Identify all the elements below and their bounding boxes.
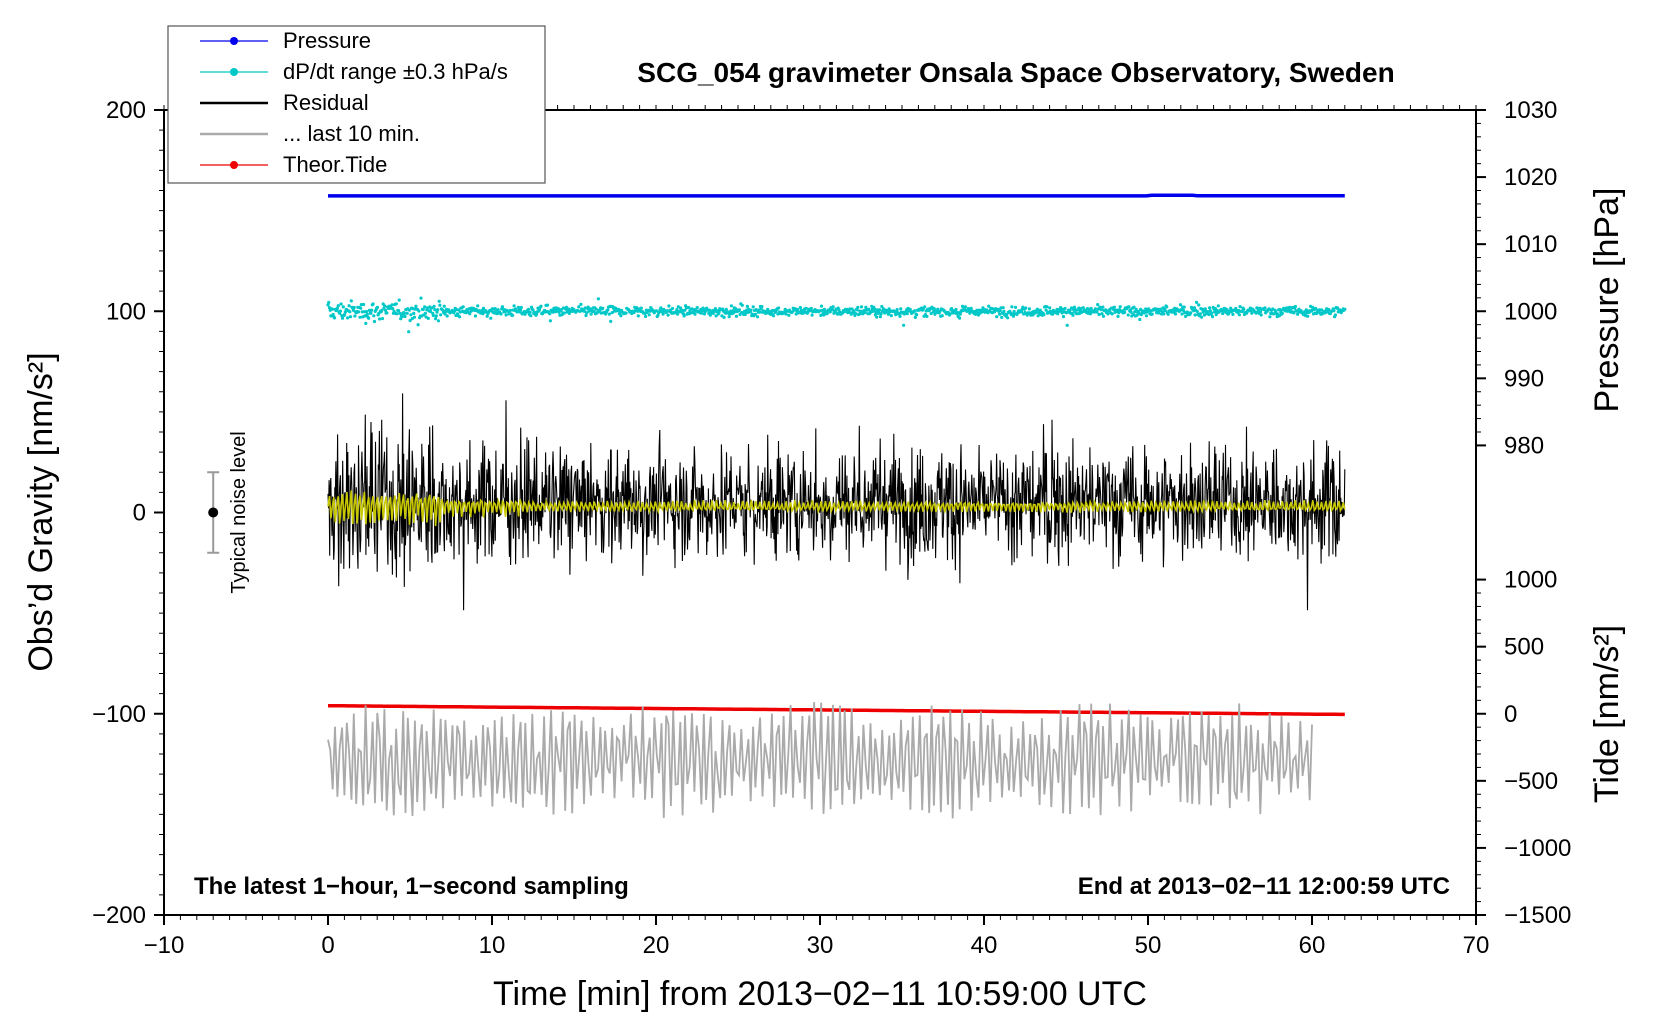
legend-box	[167, 25, 546, 184]
tide-tick-label: 500	[1504, 634, 1544, 661]
note-left: The latest 1−hour, 1−second sampling	[194, 873, 629, 900]
legend-swatch-dot	[230, 161, 238, 169]
series-pressure	[328, 193, 1345, 198]
x-tick-label: 60	[1299, 932, 1326, 959]
y-tick-label: −200	[92, 902, 146, 929]
tide-tick-label: 0	[1504, 701, 1517, 728]
y-axis-label-left: Obs’d Gravity [nm/s²]	[22, 352, 60, 671]
legend-label: Residual	[283, 90, 369, 115]
pressure-tick-label: 1030	[1504, 97, 1557, 124]
noise-bar: Typical noise level	[207, 431, 250, 594]
dpdt-points	[326, 296, 1347, 334]
y-tick-label: 200	[106, 97, 146, 124]
y-axis-label-tide: Tide [nm/s²]	[1588, 625, 1626, 803]
series-dpdt	[326, 296, 1347, 334]
x-tick-label: 70	[1463, 932, 1490, 959]
chart-title: SCG_054 gravimeter Onsala Space Observat…	[637, 57, 1394, 88]
legend-item: dP/dt range ±0.3 hPa/s	[200, 59, 508, 84]
x-tick-label: 0	[321, 932, 334, 959]
legend-item: Theor.Tide	[200, 152, 387, 177]
pressure-tick-label: 1000	[1504, 298, 1557, 325]
pressure-tick-label: 1020	[1504, 164, 1557, 191]
tide-tick-label: 1000	[1504, 567, 1557, 594]
legend-swatch-dot	[230, 68, 238, 76]
x-tick-label: 30	[807, 932, 834, 959]
axis-ticks: −10 0 10 20 30 40 50 60 702001000−100−2001030102…	[92, 97, 1571, 959]
legend-item: Pressure	[200, 28, 371, 53]
series-smoothed-residual	[327, 490, 1346, 527]
pressure-tick-label: 980	[1504, 432, 1544, 459]
note-right: End at 2013−02−11 12:00:59 UTC	[1078, 873, 1450, 900]
y-tick-label: −100	[92, 701, 146, 728]
pressure-tick-label: 1010	[1504, 231, 1557, 258]
legend-label: Theor.Tide	[283, 152, 387, 177]
x-axis-label: Time [min] from 2013−02−11 10:59:00 UTC	[493, 975, 1147, 1013]
legend-item: ... last 10 min.	[200, 121, 420, 146]
legend-label: ... last 10 min.	[283, 121, 420, 146]
y-tick-label: 0	[133, 500, 146, 527]
series-layer	[326, 193, 1347, 819]
series-tide	[328, 703, 1345, 717]
x-tick-label: 40	[971, 932, 998, 959]
y-tick-label: 100	[106, 298, 146, 325]
legend-label: Pressure	[283, 28, 371, 53]
tide-tick-label: −500	[1504, 768, 1558, 795]
x-tick-label: 20	[643, 932, 670, 959]
series-last-10-min	[327, 702, 1313, 819]
legend-label: dP/dt range ±0.3 hPa/s	[283, 59, 508, 84]
tide-tick-label: −1000	[1504, 835, 1571, 862]
legend-swatch-dot	[230, 37, 238, 45]
pressure-tick-label: 990	[1504, 365, 1544, 392]
legend-item: Residual	[200, 90, 369, 115]
x-tick-label: −10	[144, 932, 185, 959]
x-tick-label: 10	[479, 932, 506, 959]
legend: Pressure dP/dt range ±0.3 hPa/s Residual..…	[167, 25, 546, 184]
noise-bar-dot	[208, 507, 219, 518]
tide-tick-label: −1500	[1504, 902, 1571, 929]
y-axis-label-pressure: Pressure [hPa]	[1588, 188, 1626, 413]
x-tick-label: 50	[1135, 932, 1162, 959]
noise-bar-label: Typical noise level	[228, 431, 250, 593]
